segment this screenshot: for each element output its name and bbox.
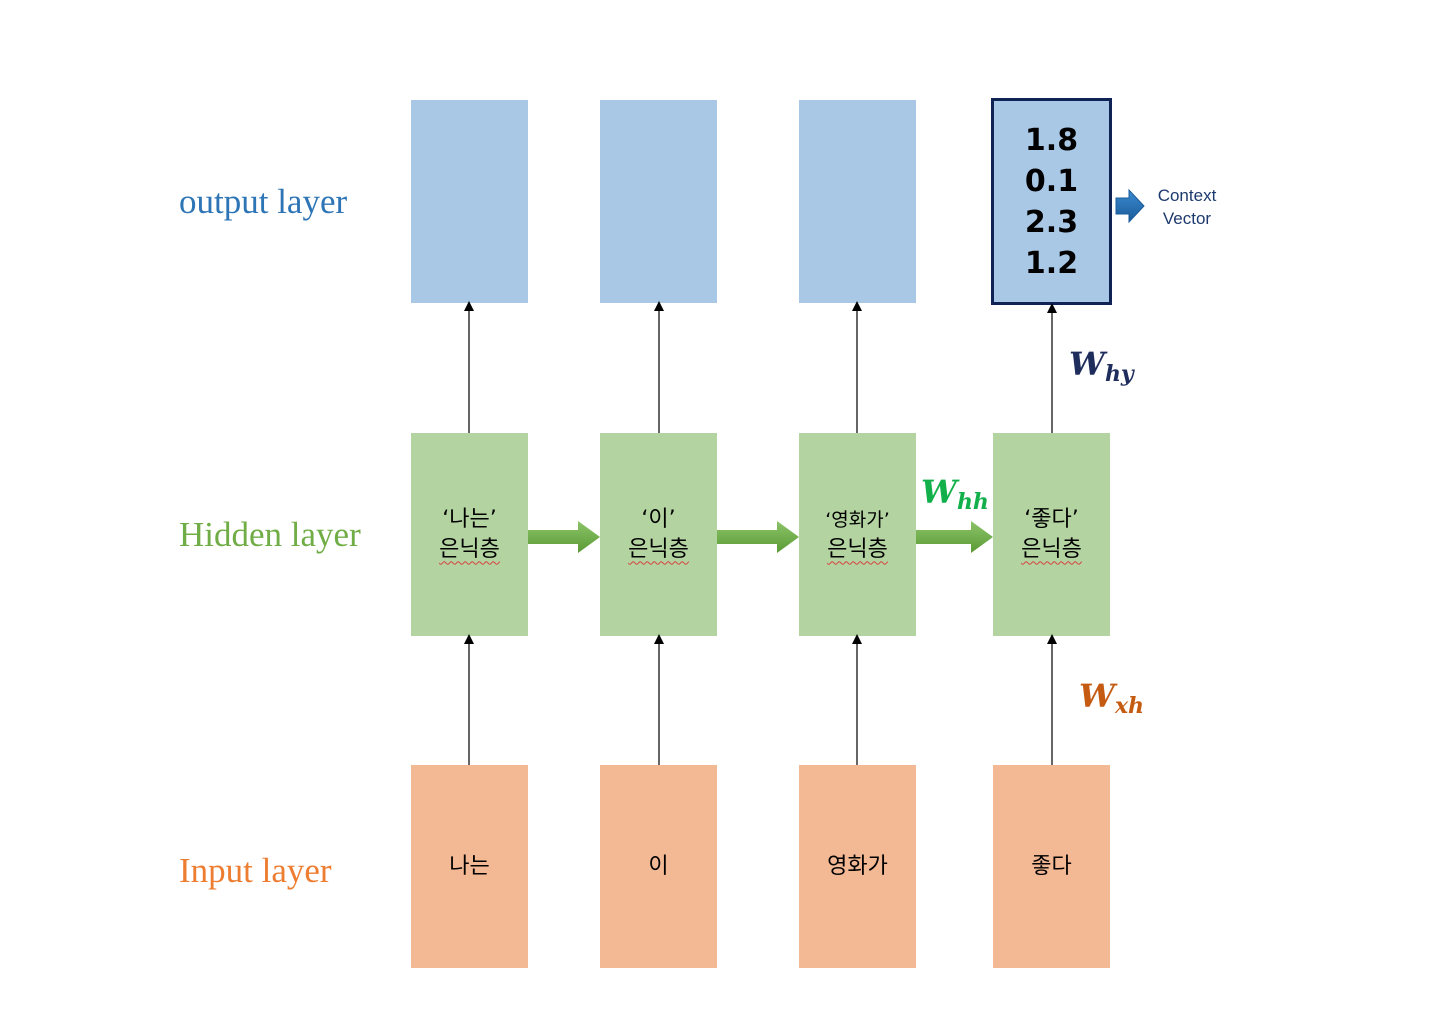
- context-value-3: 2.3: [1024, 204, 1079, 240]
- hidden-node-1-word: ‘나는’: [442, 506, 497, 532]
- weight-wxh-label: Wxh: [1079, 680, 1144, 717]
- weight-why-base: W: [1069, 345, 1105, 383]
- output-node-3: [799, 100, 916, 303]
- weight-whh-sub: hh: [956, 489, 989, 515]
- input-node-3-text: 영화가: [827, 853, 888, 879]
- hidden-node-4-label: 은닉층: [1021, 536, 1082, 562]
- hidden-node-3-label: 은닉층: [827, 536, 888, 562]
- hidden-node-3: ‘영화가’ 은닉층: [799, 433, 916, 636]
- recurrent-arrow-3: [916, 521, 993, 553]
- input-to-hidden-arrows: [464, 634, 1057, 765]
- input-node-2: 이: [600, 765, 717, 968]
- input-node-1-text: 나는: [449, 853, 490, 879]
- input-node-4: 좋다: [993, 765, 1110, 968]
- output-layer-label: output layer: [179, 182, 348, 221]
- hidden-node-2: ‘이’ 은닉층: [600, 433, 717, 636]
- output-node-1: [411, 100, 528, 303]
- weight-whh-base: W: [921, 473, 957, 511]
- weight-wxh-sub: xh: [1114, 693, 1145, 719]
- context-value-4: 1.2: [1024, 245, 1079, 281]
- weight-why-label: Why: [1069, 348, 1134, 385]
- input-node-4-text: 좋다: [1031, 853, 1072, 879]
- hidden-node-3-word: ‘영화가’: [825, 508, 890, 531]
- weight-why-sub: hy: [1104, 361, 1134, 387]
- weight-whh-label: Whh: [921, 476, 989, 513]
- input-node-2-text: 이: [648, 853, 669, 879]
- hidden-node-2-label: 은닉층: [628, 536, 689, 562]
- context-vector-label: Context Vector: [1148, 184, 1226, 230]
- input-layer-label: Input layer: [179, 851, 332, 890]
- hidden-node-1: ‘나는’ 은닉층: [411, 433, 528, 636]
- input-node-1: 나는: [411, 765, 528, 968]
- hidden-layer-label: Hidden layer: [179, 515, 361, 554]
- context-vector-arrow: [1115, 188, 1145, 224]
- input-node-3: 영화가: [799, 765, 916, 968]
- context-vector-line1: Context: [1157, 186, 1217, 205]
- hidden-node-2-word: ‘이’: [641, 506, 676, 532]
- hidden-node-4: ‘좋다’ 은닉층: [993, 433, 1110, 636]
- hidden-node-4-word: ‘좋다’: [1024, 506, 1079, 532]
- context-value-1: 1.8: [1024, 122, 1079, 158]
- context-vector-line2: Vector: [1162, 209, 1212, 228]
- recurrent-arrows: [528, 521, 993, 553]
- hidden-to-output-arrows: [464, 301, 1057, 433]
- hidden-node-1-label: 은닉층: [439, 536, 500, 562]
- recurrent-arrow-2: [717, 521, 799, 553]
- weight-wxh-base: W: [1079, 677, 1115, 715]
- context-value-2: 0.1: [1024, 163, 1079, 199]
- recurrent-arrow-1: [528, 521, 600, 553]
- output-node-2: [600, 100, 717, 303]
